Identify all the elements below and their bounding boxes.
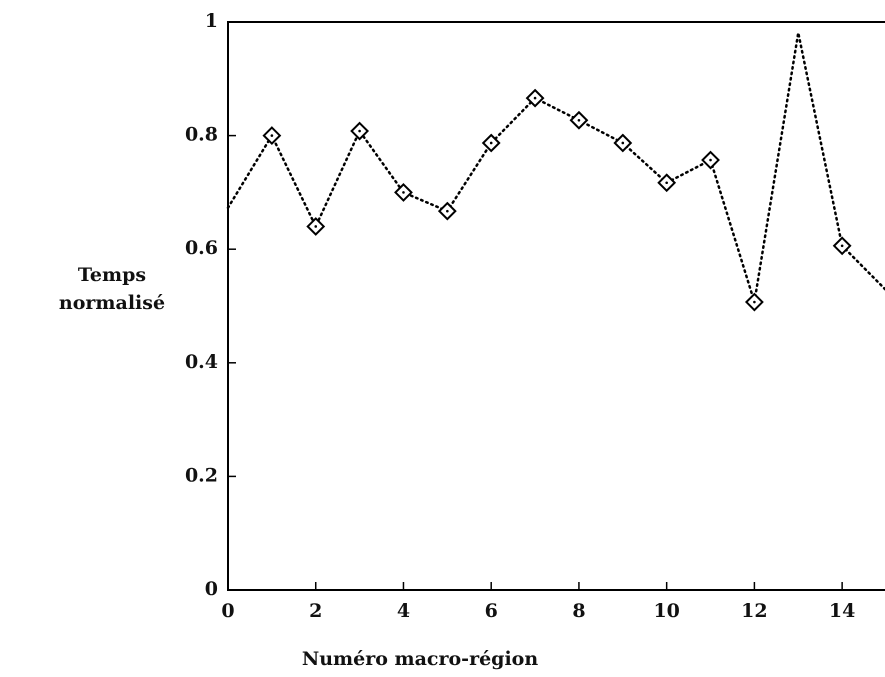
data-point-center (577, 118, 581, 122)
x-tick-label: 8 (572, 600, 585, 622)
x-axis-label: Numéro macro-région (302, 648, 538, 670)
data-point-center (358, 129, 361, 133)
data-point-center (621, 141, 625, 145)
data-point-center (446, 209, 449, 213)
data-point-center (840, 244, 844, 248)
data-point-center (270, 134, 274, 137)
y-tick-label: 0.4 (185, 351, 218, 373)
x-tick-label: 10 (653, 600, 679, 622)
x-tick-label: 12 (741, 600, 767, 622)
x-tick-label: 6 (485, 600, 498, 622)
plot-frame (227, 21, 885, 591)
data-point-center (709, 158, 712, 162)
data-point-center (533, 96, 537, 100)
data-point-center (665, 181, 668, 185)
data-point-center (489, 141, 493, 145)
data-point-center (314, 225, 318, 228)
y-axis-label: Temps (78, 264, 146, 286)
data-line (226, 32, 885, 303)
x-tick-label: 4 (397, 600, 410, 622)
y-tick-label: 0 (205, 578, 218, 600)
x-tick-label: 0 (221, 600, 234, 622)
data-point-center (402, 191, 405, 194)
y-axis-label: normalisé (59, 292, 165, 314)
y-tick-label: 0.8 (185, 124, 218, 146)
x-tick-label: 14 (829, 600, 855, 622)
x-tick-label: 2 (309, 600, 322, 622)
y-tick-label: 0.6 (185, 237, 218, 259)
y-tick-label: 0.2 (185, 464, 218, 486)
y-tick-label: 1 (205, 10, 218, 32)
data-point-center (753, 300, 756, 304)
